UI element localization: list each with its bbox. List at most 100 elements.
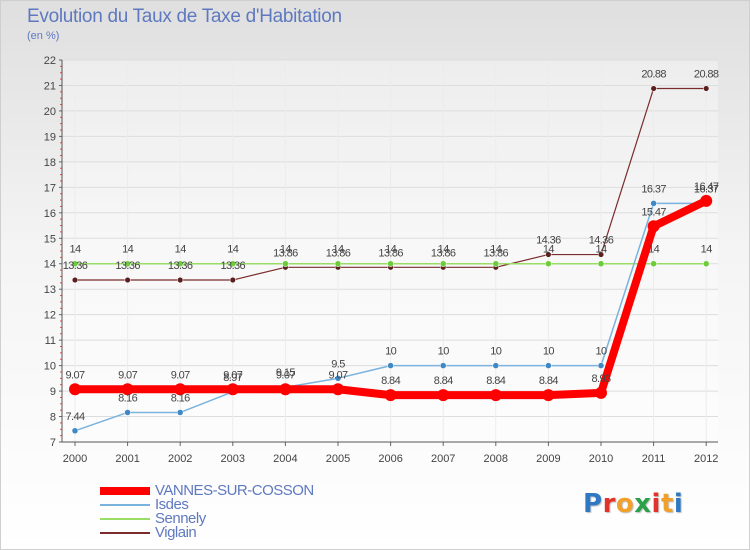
x-tick-label: 2005 xyxy=(326,453,350,465)
data-point xyxy=(702,260,710,267)
data-label: 10 xyxy=(490,346,502,358)
data-point xyxy=(545,260,552,267)
data-point xyxy=(650,260,657,267)
y-tick-label: 22 xyxy=(44,55,56,67)
data-point xyxy=(595,386,607,399)
data-label: 8.97 xyxy=(223,372,242,384)
data-point xyxy=(279,383,292,396)
y-tick-label: 8 xyxy=(50,412,56,424)
data-label: 8.93 xyxy=(591,373,610,385)
data-point xyxy=(282,260,289,267)
data-point xyxy=(703,85,710,92)
data-label: 16.37 xyxy=(641,183,666,195)
data-label: 10 xyxy=(543,346,555,358)
x-tick-label: 2010 xyxy=(589,453,613,465)
legend-swatch-vannes xyxy=(100,487,150,495)
logo-letter: i xyxy=(673,489,684,519)
data-point xyxy=(334,260,342,267)
y-tick-label: 10 xyxy=(44,361,56,373)
x-tick-label: 2011 xyxy=(642,453,666,465)
data-label: 9.07 xyxy=(118,369,137,381)
data-point xyxy=(334,375,342,382)
legend-label-vannes: VANNES-SUR-COSSON xyxy=(155,482,314,499)
data-label: 14.36 xyxy=(589,235,614,247)
data-label: 10 xyxy=(595,346,607,358)
legend-label-viglain: Viglain xyxy=(155,524,197,541)
data-label: 14 xyxy=(385,244,397,256)
data-label: 9.07 xyxy=(328,369,347,381)
y-tick-label: 18 xyxy=(44,157,56,169)
y-tick-label: 9 xyxy=(50,386,56,398)
data-point xyxy=(489,389,502,402)
data-label: 16.47 xyxy=(694,181,719,193)
data-label: 14 xyxy=(280,244,292,256)
data-point xyxy=(700,194,713,207)
chart-title: Evolution du Taux de Taxe d'Habitation xyxy=(27,6,342,27)
data-label: 20.88 xyxy=(641,69,666,81)
x-tick-label: 2006 xyxy=(378,453,402,465)
x-tick-label: 2004 xyxy=(273,453,297,465)
logo-letter: P xyxy=(583,489,603,519)
data-point xyxy=(71,276,79,284)
data-point xyxy=(439,362,447,369)
x-tick-label: 2003 xyxy=(221,453,245,465)
legend-label-sennely: Sennely xyxy=(155,510,206,527)
y-tick-label: 17 xyxy=(44,182,56,194)
y-tick-label: 15 xyxy=(44,233,56,245)
data-label: 10 xyxy=(438,346,450,358)
legend-label-isdes: Isdes xyxy=(155,496,189,513)
logo-letter: t xyxy=(660,489,674,519)
x-tick-label: 2012 xyxy=(694,453,718,465)
data-point xyxy=(176,409,184,416)
data-label: 13.36 xyxy=(168,260,193,272)
data-point xyxy=(332,383,344,396)
data-point xyxy=(437,389,450,402)
data-label: 20.88 xyxy=(694,69,719,81)
data-label: 13.86 xyxy=(326,247,351,259)
data-label: 8.84 xyxy=(381,375,400,387)
data-label: 14 xyxy=(648,244,660,256)
x-tick-label: 2008 xyxy=(484,453,508,465)
data-point xyxy=(121,383,134,396)
legend-swatch-viglain xyxy=(100,532,150,534)
y-tick-label: 21 xyxy=(44,80,56,92)
data-label: 9.07 xyxy=(171,369,190,381)
data-point xyxy=(597,362,605,369)
data-point xyxy=(69,383,81,396)
data-label: 14 xyxy=(69,244,81,256)
data-label: 14 xyxy=(175,244,187,256)
data-point xyxy=(542,389,555,402)
x-tick-label: 2000 xyxy=(63,453,87,465)
data-point xyxy=(124,260,131,267)
proxiti-logo: Proxiti xyxy=(583,489,683,519)
legend-swatch-sennely xyxy=(100,518,150,520)
data-label: 16.37 xyxy=(694,183,719,195)
data-label: 14 xyxy=(438,244,450,256)
data-point xyxy=(71,427,79,435)
logo-letter: r xyxy=(602,489,616,519)
data-label: 9.07 xyxy=(65,369,84,381)
data-label: 13.86 xyxy=(431,247,456,259)
y-tick-label: 20 xyxy=(44,106,56,118)
data-label: 8.16 xyxy=(118,392,137,404)
logo-letter: x xyxy=(634,489,652,519)
data-label: 9.15 xyxy=(276,367,295,379)
data-label: 14 xyxy=(332,244,344,256)
data-point xyxy=(71,260,79,267)
data-point xyxy=(597,251,605,258)
data-label: 9.07 xyxy=(276,369,295,381)
data-label: 14.36 xyxy=(536,235,561,247)
data-label: 13.36 xyxy=(115,260,140,272)
data-label: 9.5 xyxy=(331,358,345,370)
data-label: 8.16 xyxy=(171,392,190,404)
y-tick-label: 16 xyxy=(44,208,56,220)
data-point xyxy=(177,276,184,284)
data-point xyxy=(545,362,552,369)
data-point xyxy=(647,220,660,233)
data-point xyxy=(650,200,657,207)
data-point xyxy=(650,85,657,92)
y-tick-label: 12 xyxy=(44,310,56,322)
data-label: 14 xyxy=(543,244,555,256)
y-tick-label: 11 xyxy=(45,335,56,347)
